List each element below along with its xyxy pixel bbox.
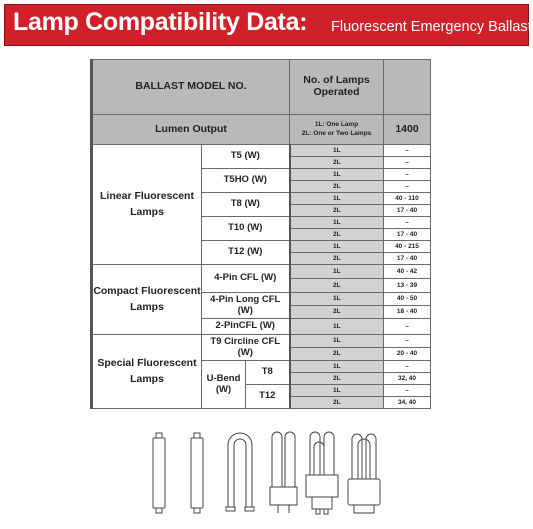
wattage-cell: 40 - 215 [383,240,431,253]
type-t9-circline: T9 Circline CFL (W) [201,334,290,361]
lamp-count-cell: 1L [288,334,384,348]
wattage-cell: – [383,168,431,181]
lamp-count-cell: 1L [288,292,384,306]
lamp-count-cell: 1L [288,318,384,335]
type-t10: T10 (W) [201,216,290,241]
type-u-bend: U-Bend (W) [201,360,246,409]
lamp-count-cell: 2L [288,180,384,193]
lamp-count-cell: 2L [288,252,384,265]
wattage-cell: 17 - 40 [383,204,431,217]
page-subtitle: Fluorescent Emergency Ballast [331,19,532,35]
lamp-illustrations [152,431,381,515]
linear-tube-icon [190,432,204,514]
type-2pin-cfl: 2-PinCFL (W) [201,318,290,335]
type-4pin-long-cfl: 4-Pin Long CFL (W) [201,292,290,319]
lamp-count-cell: 2L [288,372,384,385]
lamp-count-cell: 1L [288,384,384,397]
lamp-legend: 1L: One Lamp 2L: One or Two Lamps [289,114,384,145]
title-banner: Lamp Compatibility Data: Fluorescent Eme… [4,4,532,46]
model-value-cell [383,59,431,115]
wattage-cell: – [383,180,431,193]
lamp-count-cell: 1L [288,360,384,373]
cfl-quad-lamp-icon [347,433,381,514]
group-special: Special Fluorescent Lamps [90,334,202,409]
cfl-4pin-quad-lamp-icon [305,431,339,515]
lamp-count-cell: 2L [288,156,384,169]
wattage-cell: 13 - 39 [383,278,431,293]
wattage-cell: – [383,360,431,373]
lamp-count-cell: 2L [288,228,384,241]
lamp-count-cell: 2L [288,305,384,319]
type-t5: T5 (W) [201,144,290,169]
wattage-cell: 20 - 40 [383,347,431,361]
lamp-count-cell: 1L [288,240,384,253]
legend-1l: 1L: One Lamp [314,121,359,129]
wattage-cell: – [383,216,431,229]
wattage-cell: – [383,334,431,348]
wattage-cell: 40 - 110 [383,192,431,205]
type-t12: T12 (W) [201,240,290,265]
ballast-model-header: BALLAST MODEL NO. [90,59,290,115]
type-t8: T8 (W) [201,192,290,217]
wattage-cell: 34, 40 [383,396,431,409]
wattage-cell: – [383,384,431,397]
compatibility-table: BALLAST MODEL NO. No. of Lamps Operated … [90,59,431,409]
type-u-bend-t8: T8 [245,360,290,385]
wattage-cell: 17 - 40 [383,228,431,241]
lamp-count-cell: 1L [288,192,384,205]
lamp-count-cell: 2L [288,396,384,409]
wattage-cell: 32, 40 [383,372,431,385]
cfl-2pin-lamp-icon [269,431,298,513]
wattage-cell: 17 - 40 [383,252,431,265]
wattage-cell: – [383,156,431,169]
lamp-count-cell: 2L [288,347,384,361]
lumen-value: 1400 [383,114,431,145]
linear-tube-icon [152,432,166,514]
wattage-cell: 40 - 42 [383,264,431,279]
wattage-cell: – [383,318,431,335]
wattage-cell: 18 - 40 [383,305,431,319]
legend-2l: 2L: One or Two Lamps [301,129,372,137]
wattage-cell: 40 - 50 [383,292,431,306]
wattage-cell: – [383,144,431,157]
lumen-output-header: Lumen Output [90,114,290,145]
page-title: Lamp Compatibility Data: [13,8,308,36]
lamp-count-cell: 1L [288,144,384,157]
num-lamps-header: No. of Lamps Operated [289,59,384,115]
lamp-count-cell: 2L [288,204,384,217]
type-t5ho: T5HO (W) [201,168,290,193]
lamp-count-cell: 1L [288,216,384,229]
group-compact: Compact Fluorescent Lamps [90,264,202,335]
group-linear: Linear Fluorescent Lamps [90,144,202,265]
lamp-count-cell: 1L [288,264,384,279]
type-u-bend-t12: T12 [245,384,290,409]
type-4pin-cfl: 4-Pin CFL (W) [201,264,290,293]
u-bend-lamp-icon [225,432,255,512]
lamp-count-cell: 1L [288,168,384,181]
lamp-count-cell: 2L [288,278,384,293]
